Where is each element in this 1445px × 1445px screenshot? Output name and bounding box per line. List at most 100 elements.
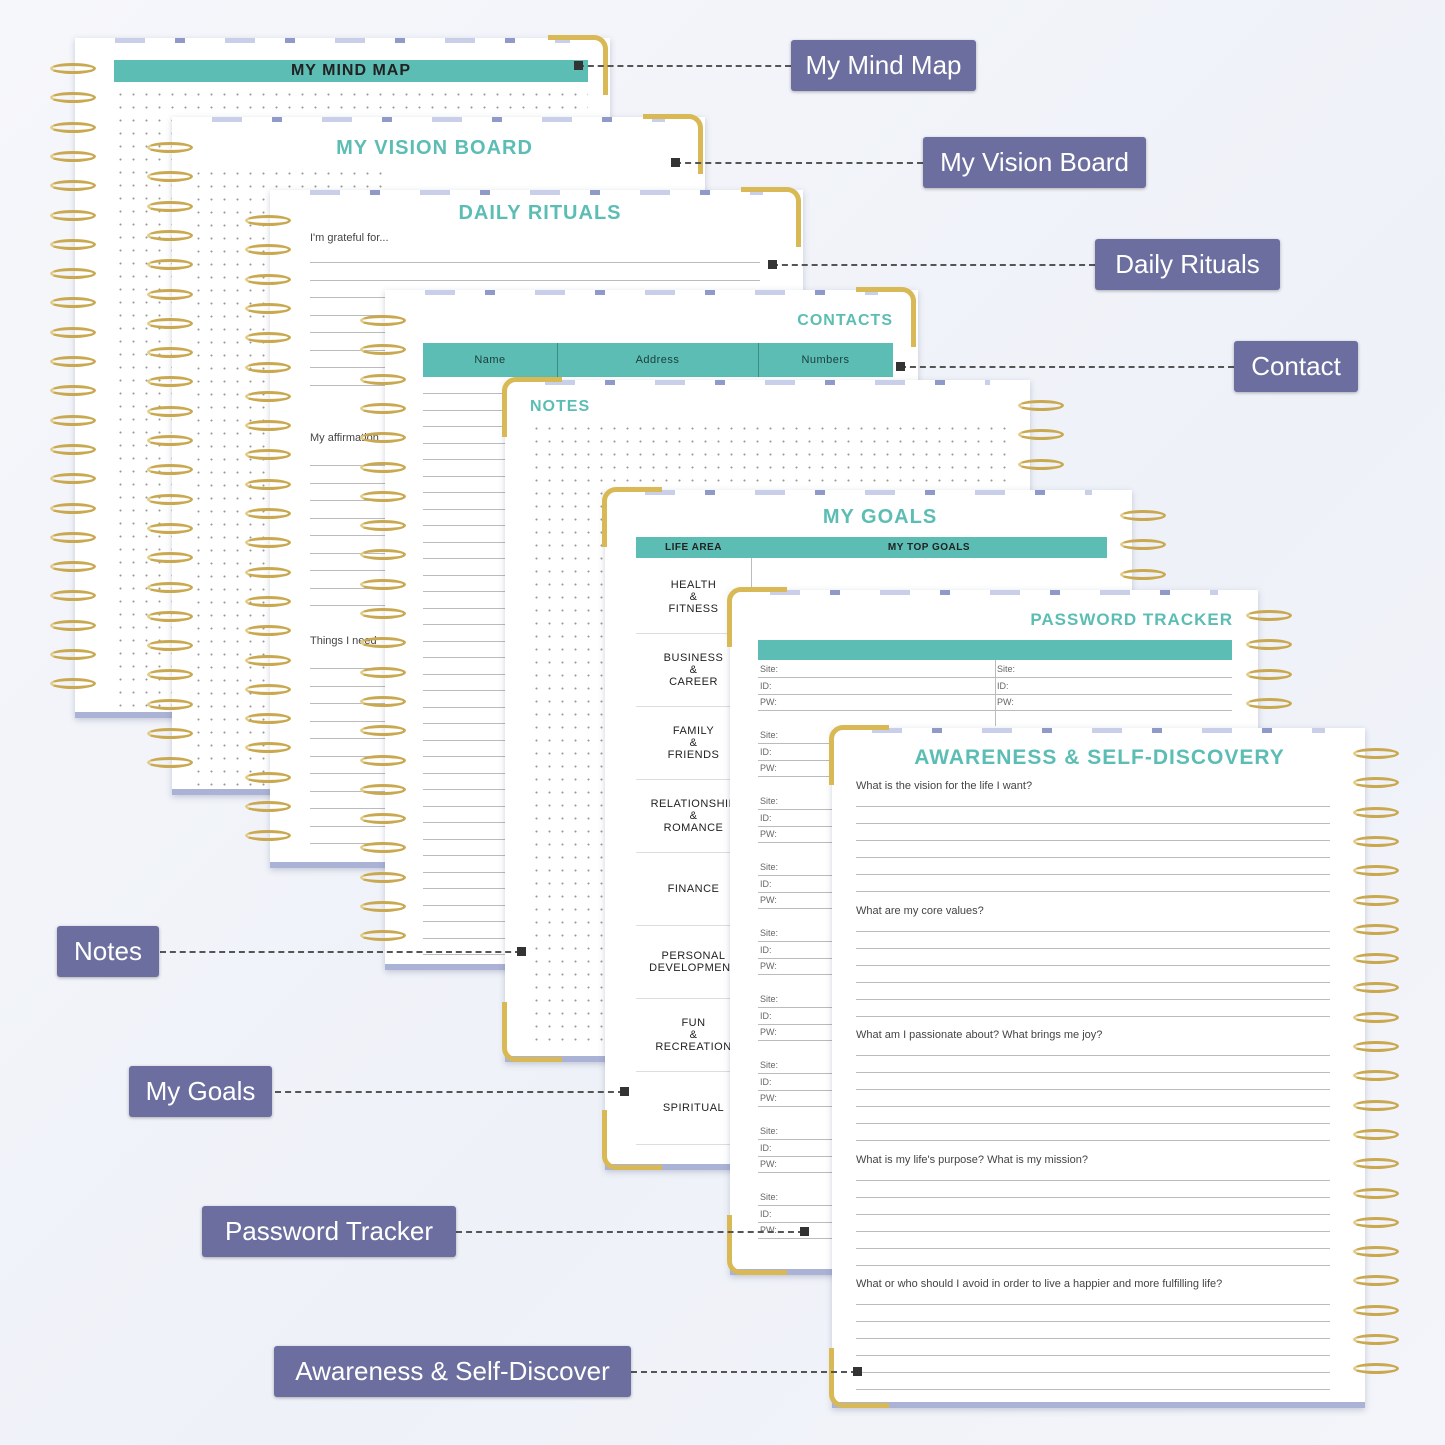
- spiral-ring-icon: [147, 435, 193, 446]
- question-label: What am I passionate about? What brings …: [856, 1029, 1103, 1041]
- spiral-ring-icon: [147, 493, 193, 505]
- connector-line: [675, 162, 923, 164]
- spiral-ring-icon: [360, 695, 406, 707]
- spiral-ring-icon: [50, 473, 96, 485]
- spiral-ring-icon: [360, 578, 406, 590]
- page-title: CONTACTS: [797, 312, 893, 329]
- section-label: Notes: [57, 926, 159, 977]
- page-title: MY GOALS: [822, 506, 938, 528]
- section-label: Awareness & Self-Discover: [274, 1346, 631, 1397]
- ruled-line: [856, 1140, 1330, 1141]
- ruled-line: [856, 964, 1330, 966]
- ruled-line: [856, 1321, 1330, 1322]
- ruled-line: [856, 1089, 1330, 1090]
- floral-edge: [212, 117, 665, 122]
- spiral-ring-icon: [1353, 1275, 1399, 1287]
- spiral-ring-icon: [147, 522, 193, 534]
- ruled-line: [856, 1196, 1330, 1198]
- floral-edge: [872, 728, 1325, 733]
- spiral-ring-icon: [50, 619, 96, 631]
- spiral-ring-icon: [360, 608, 406, 619]
- ruled-line: [758, 693, 995, 695]
- spiral-ring-icon: [245, 302, 291, 314]
- spiral-ring-icon: [147, 229, 193, 241]
- ruled-line: [856, 947, 1330, 949]
- password-field-label: PW:: [760, 763, 777, 773]
- spiral-ring-icon: [147, 405, 193, 417]
- spiral-ring-icon: [1353, 982, 1399, 994]
- spiral-ring-icon: [245, 537, 291, 549]
- life-area-text: &: [689, 590, 698, 603]
- gold-corner-icon: [602, 1110, 662, 1170]
- spiral-ring-icon: [50, 92, 96, 104]
- spiral-ring-icon: [1353, 894, 1399, 906]
- spiral-ring-icon: [50, 649, 96, 660]
- ruled-line: [856, 1072, 1330, 1073]
- password-field-label: PW:: [760, 895, 777, 905]
- life-area-text: BUSINESS: [663, 651, 724, 664]
- connector-dot-icon: [574, 61, 583, 70]
- page-title: DAILY RITUALS: [458, 202, 622, 224]
- ruled-line: [856, 1338, 1330, 1339]
- password-field-label: ID:: [760, 944, 772, 955]
- ruled-line: [856, 930, 1330, 932]
- ruled-line: [856, 1123, 1330, 1124]
- life-area-text: FUN: [681, 1016, 706, 1029]
- spiral-ring-icon: [147, 171, 193, 183]
- spiral-ring-icon: [50, 268, 96, 280]
- floral-edge: [115, 38, 570, 43]
- section-label: My Goals: [129, 1066, 272, 1117]
- floral-edge: [425, 290, 878, 295]
- spiral-ring-icon: [50, 561, 96, 573]
- ruled-line: [856, 857, 1330, 858]
- prompt-label: Things I need: [310, 635, 377, 647]
- section-label: My Mind Map: [791, 40, 976, 91]
- spiral-ring-icon: [1353, 1041, 1399, 1052]
- password-field-label: Site:: [997, 664, 1016, 674]
- spiral-ring-icon: [1353, 1363, 1399, 1375]
- spiral-ring-icon: [245, 683, 291, 695]
- password-field-label: PW:: [760, 1225, 777, 1235]
- spiral-ring-icon: [147, 728, 193, 739]
- ruled-line: [856, 1355, 1330, 1356]
- column-header: Address: [635, 354, 680, 366]
- spiral-ring-icon: [360, 725, 406, 737]
- life-area-cell: FINANCE: [636, 852, 751, 925]
- ruled-line: [310, 262, 760, 263]
- column-header: LIFE AREA: [665, 541, 722, 553]
- password-field-label: ID:: [760, 812, 772, 823]
- spiral-ring-icon: [360, 637, 406, 649]
- password-field-label: Site:: [760, 730, 779, 740]
- spiral-ring-icon: [360, 490, 406, 502]
- connector-dot-icon: [853, 1367, 862, 1376]
- spiral-ring-icon: [1353, 1011, 1399, 1023]
- life-area-text: CAREER: [669, 675, 718, 688]
- spiral-ring-icon: [360, 783, 406, 795]
- title-bar: [114, 60, 588, 82]
- spiral-ring-icon: [1353, 1128, 1399, 1140]
- gold-corner-icon: [727, 587, 787, 647]
- spiral-ring-icon: [245, 273, 291, 285]
- password-field-label: ID:: [997, 680, 1009, 691]
- ruled-line: [995, 693, 1232, 695]
- spiral-ring-icon: [360, 520, 406, 532]
- gold-corner-icon: [502, 377, 562, 437]
- life-area-text: &: [689, 736, 698, 749]
- prompt-label: I'm grateful for...: [310, 232, 389, 244]
- spiral-ring-icon: [50, 414, 96, 426]
- ruled-line: [856, 1055, 1330, 1056]
- ruled-line: [856, 998, 1330, 1000]
- ruled-line: [856, 1264, 1330, 1266]
- spiral-ring-icon: [50, 63, 96, 74]
- ruled-line: [856, 1304, 1330, 1305]
- password-field-label: ID:: [760, 1208, 772, 1219]
- life-area-text: FITNESS: [668, 602, 719, 615]
- life-area-text: RELATIONSHIP: [650, 797, 737, 810]
- password-field-label: PW:: [760, 1159, 777, 1169]
- password-field-label: Site:: [760, 664, 779, 674]
- divider: [758, 343, 759, 377]
- spiral-ring-icon: [1353, 1099, 1399, 1111]
- spiral-ring-icon: [245, 215, 291, 226]
- spiral-ring-icon: [360, 930, 406, 942]
- spiral-ring-icon: [147, 376, 193, 388]
